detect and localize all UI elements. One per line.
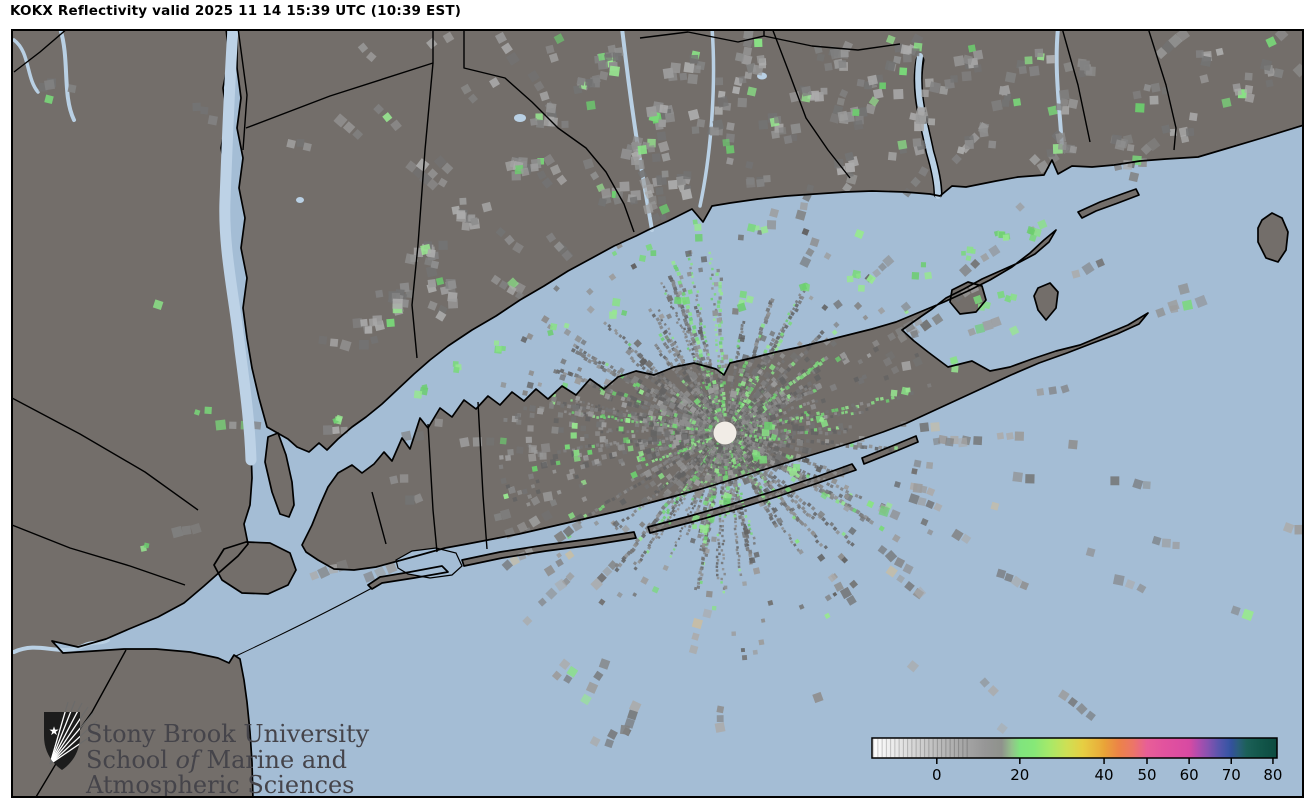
colorbar-tick-label: 70 bbox=[1222, 766, 1241, 784]
logo-line2: School of Marine and bbox=[86, 746, 347, 774]
colorbar-tick-label: 80 bbox=[1263, 766, 1282, 784]
page-title: KOKX Reflectivity valid 2025 11 14 15:39… bbox=[10, 3, 462, 19]
colorbar-tick-label: 20 bbox=[1010, 766, 1029, 784]
radar-site-marker bbox=[713, 421, 737, 445]
colorbar-tick-label: 50 bbox=[1137, 766, 1156, 784]
colorbar-segments bbox=[873, 738, 968, 758]
shield-star-icon: ★ bbox=[49, 724, 60, 738]
echo-layer bbox=[38, 30, 1303, 749]
logo-line3: Atmospheric Sciences bbox=[85, 771, 355, 799]
colorbar-ticks: 0 20 40 50 60 70 80 bbox=[932, 758, 1282, 784]
colorbar-tick-label: 60 bbox=[1180, 766, 1199, 784]
colorbar-tick-label: 0 bbox=[932, 766, 942, 784]
sbu-logo: ★ Stony Brook University School of Marin… bbox=[44, 700, 370, 799]
shield-icon: ★ bbox=[44, 700, 101, 770]
colorbar: 0 20 40 50 60 70 80 bbox=[871, 737, 1282, 784]
colorbar-tick-label: 40 bbox=[1095, 766, 1114, 784]
map-frame bbox=[11, 29, 1304, 798]
hudson-river bbox=[219, 30, 257, 466]
colorbar-gradient bbox=[871, 737, 1278, 759]
logo-line1: Stony Brook University bbox=[86, 720, 370, 748]
